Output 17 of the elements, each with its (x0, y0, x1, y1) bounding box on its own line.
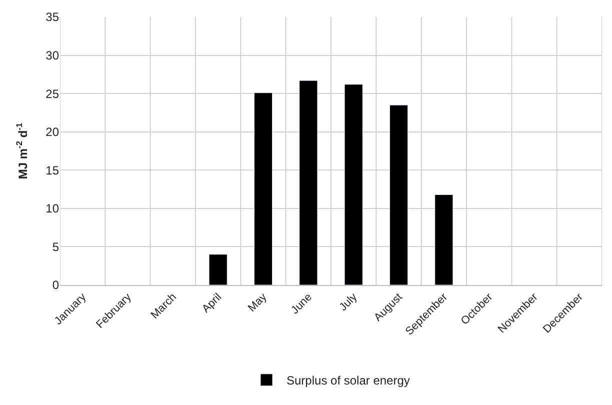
y-tick-label: 5 (52, 240, 60, 254)
y-tick-label: 0 (52, 278, 60, 292)
y-tick-label: 20 (46, 125, 60, 140)
y-tick-label: 25 (46, 86, 60, 101)
bar (254, 92, 273, 285)
y-tick-label: 35 (46, 10, 60, 24)
bar (389, 104, 408, 285)
y-tick-label: 15 (46, 163, 60, 178)
bar (344, 84, 363, 285)
x-tick-label: July (337, 290, 360, 314)
y-tick-label: 30 (46, 48, 60, 62)
legend-label: Surplus of solar energy (286, 374, 410, 388)
x-tick-label: May (246, 290, 270, 314)
bar (208, 254, 228, 285)
y-tick-label: 10 (46, 202, 60, 216)
bar (434, 194, 454, 285)
bar (299, 80, 318, 285)
